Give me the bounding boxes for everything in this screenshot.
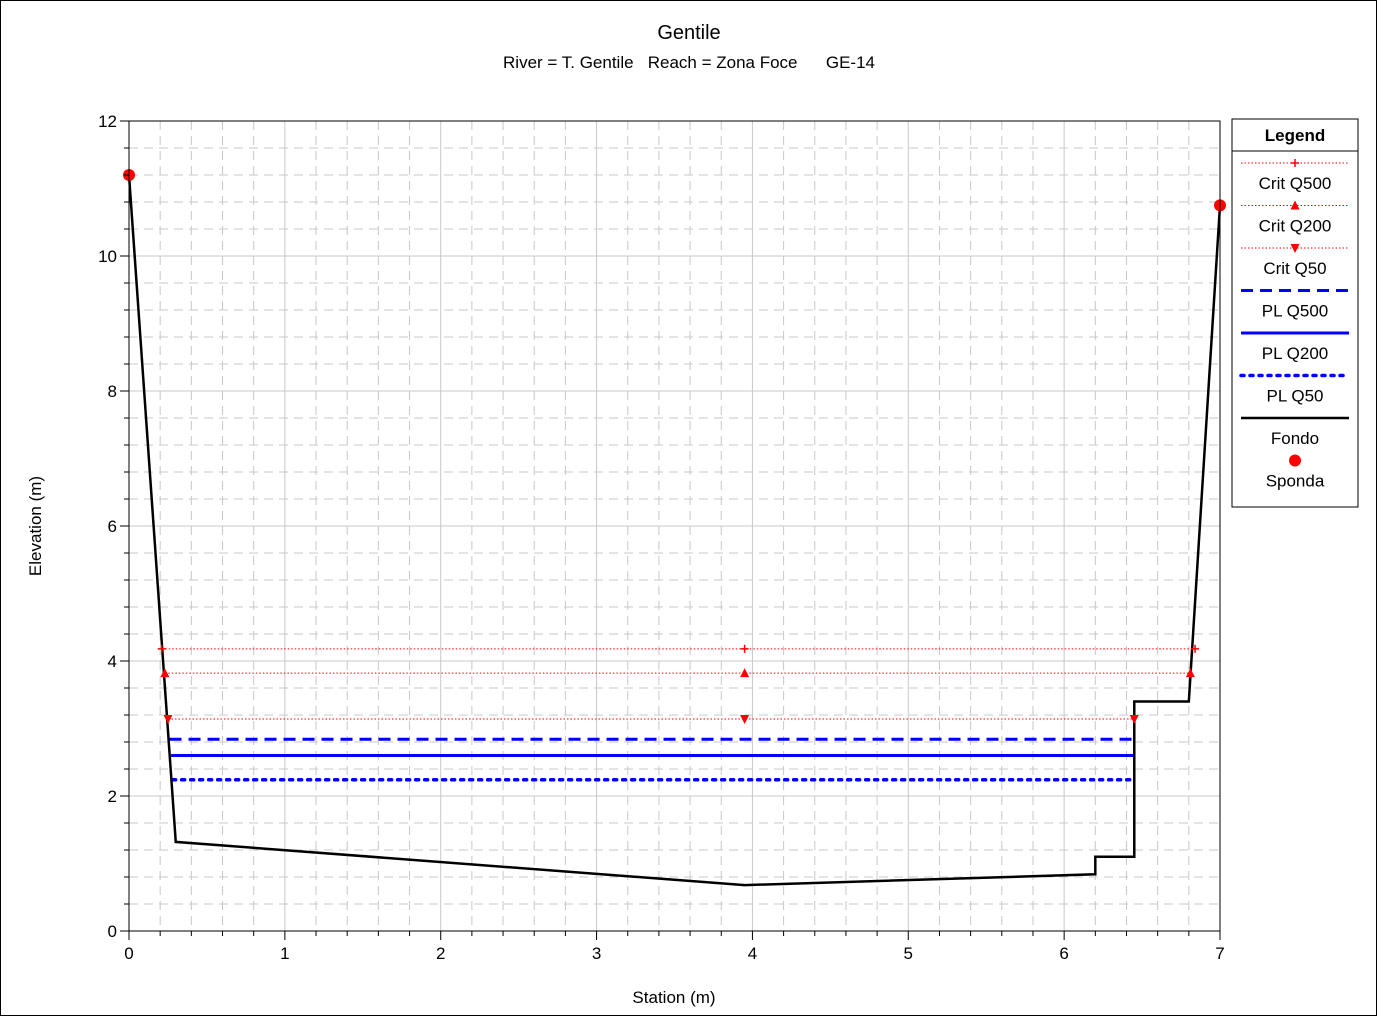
y-tick-label: 0 [108, 922, 117, 941]
legend-marker-crit-q500 [1291, 159, 1299, 167]
ground-profile-line [127, 174, 1222, 887]
legend-label-fondo: Fondo [1271, 429, 1319, 448]
legend-symbol-sponda [1289, 454, 1301, 467]
chart-title: Gentile [657, 22, 720, 44]
legend-marker-crit-q200 [1290, 200, 1300, 210]
x-tick-label: 6 [1059, 944, 1068, 963]
y-tick-label: 6 [108, 517, 117, 536]
legend: Legend Crit Q500 Crit Q200 Crit Q50 PL Q500… [1231, 118, 1359, 508]
series-marker-crit-q50 [740, 715, 750, 725]
legend-label-crit-q500: Crit Q500 [1259, 174, 1332, 193]
series-marker-crit-q50 [163, 715, 173, 725]
series-marker-crit-q500 [157, 644, 166, 653]
legend-label-pl-q200: PL Q200 [1262, 344, 1328, 363]
x-tick-label: 4 [748, 944, 757, 963]
series-marker-crit-q500 [1191, 644, 1200, 653]
x-tick-label: 1 [280, 944, 289, 963]
x-tick-label: 3 [592, 944, 601, 963]
y-tick-label: 8 [108, 382, 117, 401]
gridlines [129, 121, 1220, 931]
legend-label-crit-q50: Crit Q50 [1263, 259, 1326, 278]
chart-subtitle: River = T. Gentile Reach = Zona Foce GE-… [503, 53, 875, 72]
ground-layer [127, 174, 1222, 887]
y-tick-label: 10 [98, 247, 117, 266]
series-marker-crit-q200 [1185, 668, 1195, 678]
legend-marker-crit-q50 [1290, 244, 1300, 253]
series-marker-crit-q200 [740, 668, 750, 678]
legend-title: Legend [1265, 126, 1325, 145]
series-marker-crit-q500 [740, 644, 749, 653]
x-tick-label: 2 [436, 944, 445, 963]
y-tick-label: 12 [98, 112, 117, 131]
legend-items: Crit Q500 Crit Q200 Crit Q50 PL Q500 PL Q200… [1239, 159, 1351, 491]
series-layer [161, 648, 1196, 782]
y-axis-label: Elevation (m) [26, 476, 45, 576]
legend-label-crit-q200: Crit Q200 [1259, 217, 1332, 236]
legend-label-pl-q500: PL Q500 [1262, 302, 1328, 321]
x-tick-label: 5 [904, 944, 913, 963]
legend-label-sponda: Sponda [1266, 472, 1325, 491]
series-marker-crit-q50 [1129, 715, 1139, 725]
legend-box [1231, 118, 1359, 508]
x-axis-label: Station (m) [632, 988, 715, 1007]
legend-label-pl-q50: PL Q50 [1266, 387, 1323, 406]
x-tick-label: 0 [124, 944, 133, 963]
x-tick-label: 7 [1215, 944, 1224, 963]
series-marker-crit-q200 [160, 668, 170, 678]
plot-area [123, 120, 1226, 932]
y-tick-label: 4 [108, 652, 117, 671]
y-tick-label: 2 [108, 787, 117, 806]
